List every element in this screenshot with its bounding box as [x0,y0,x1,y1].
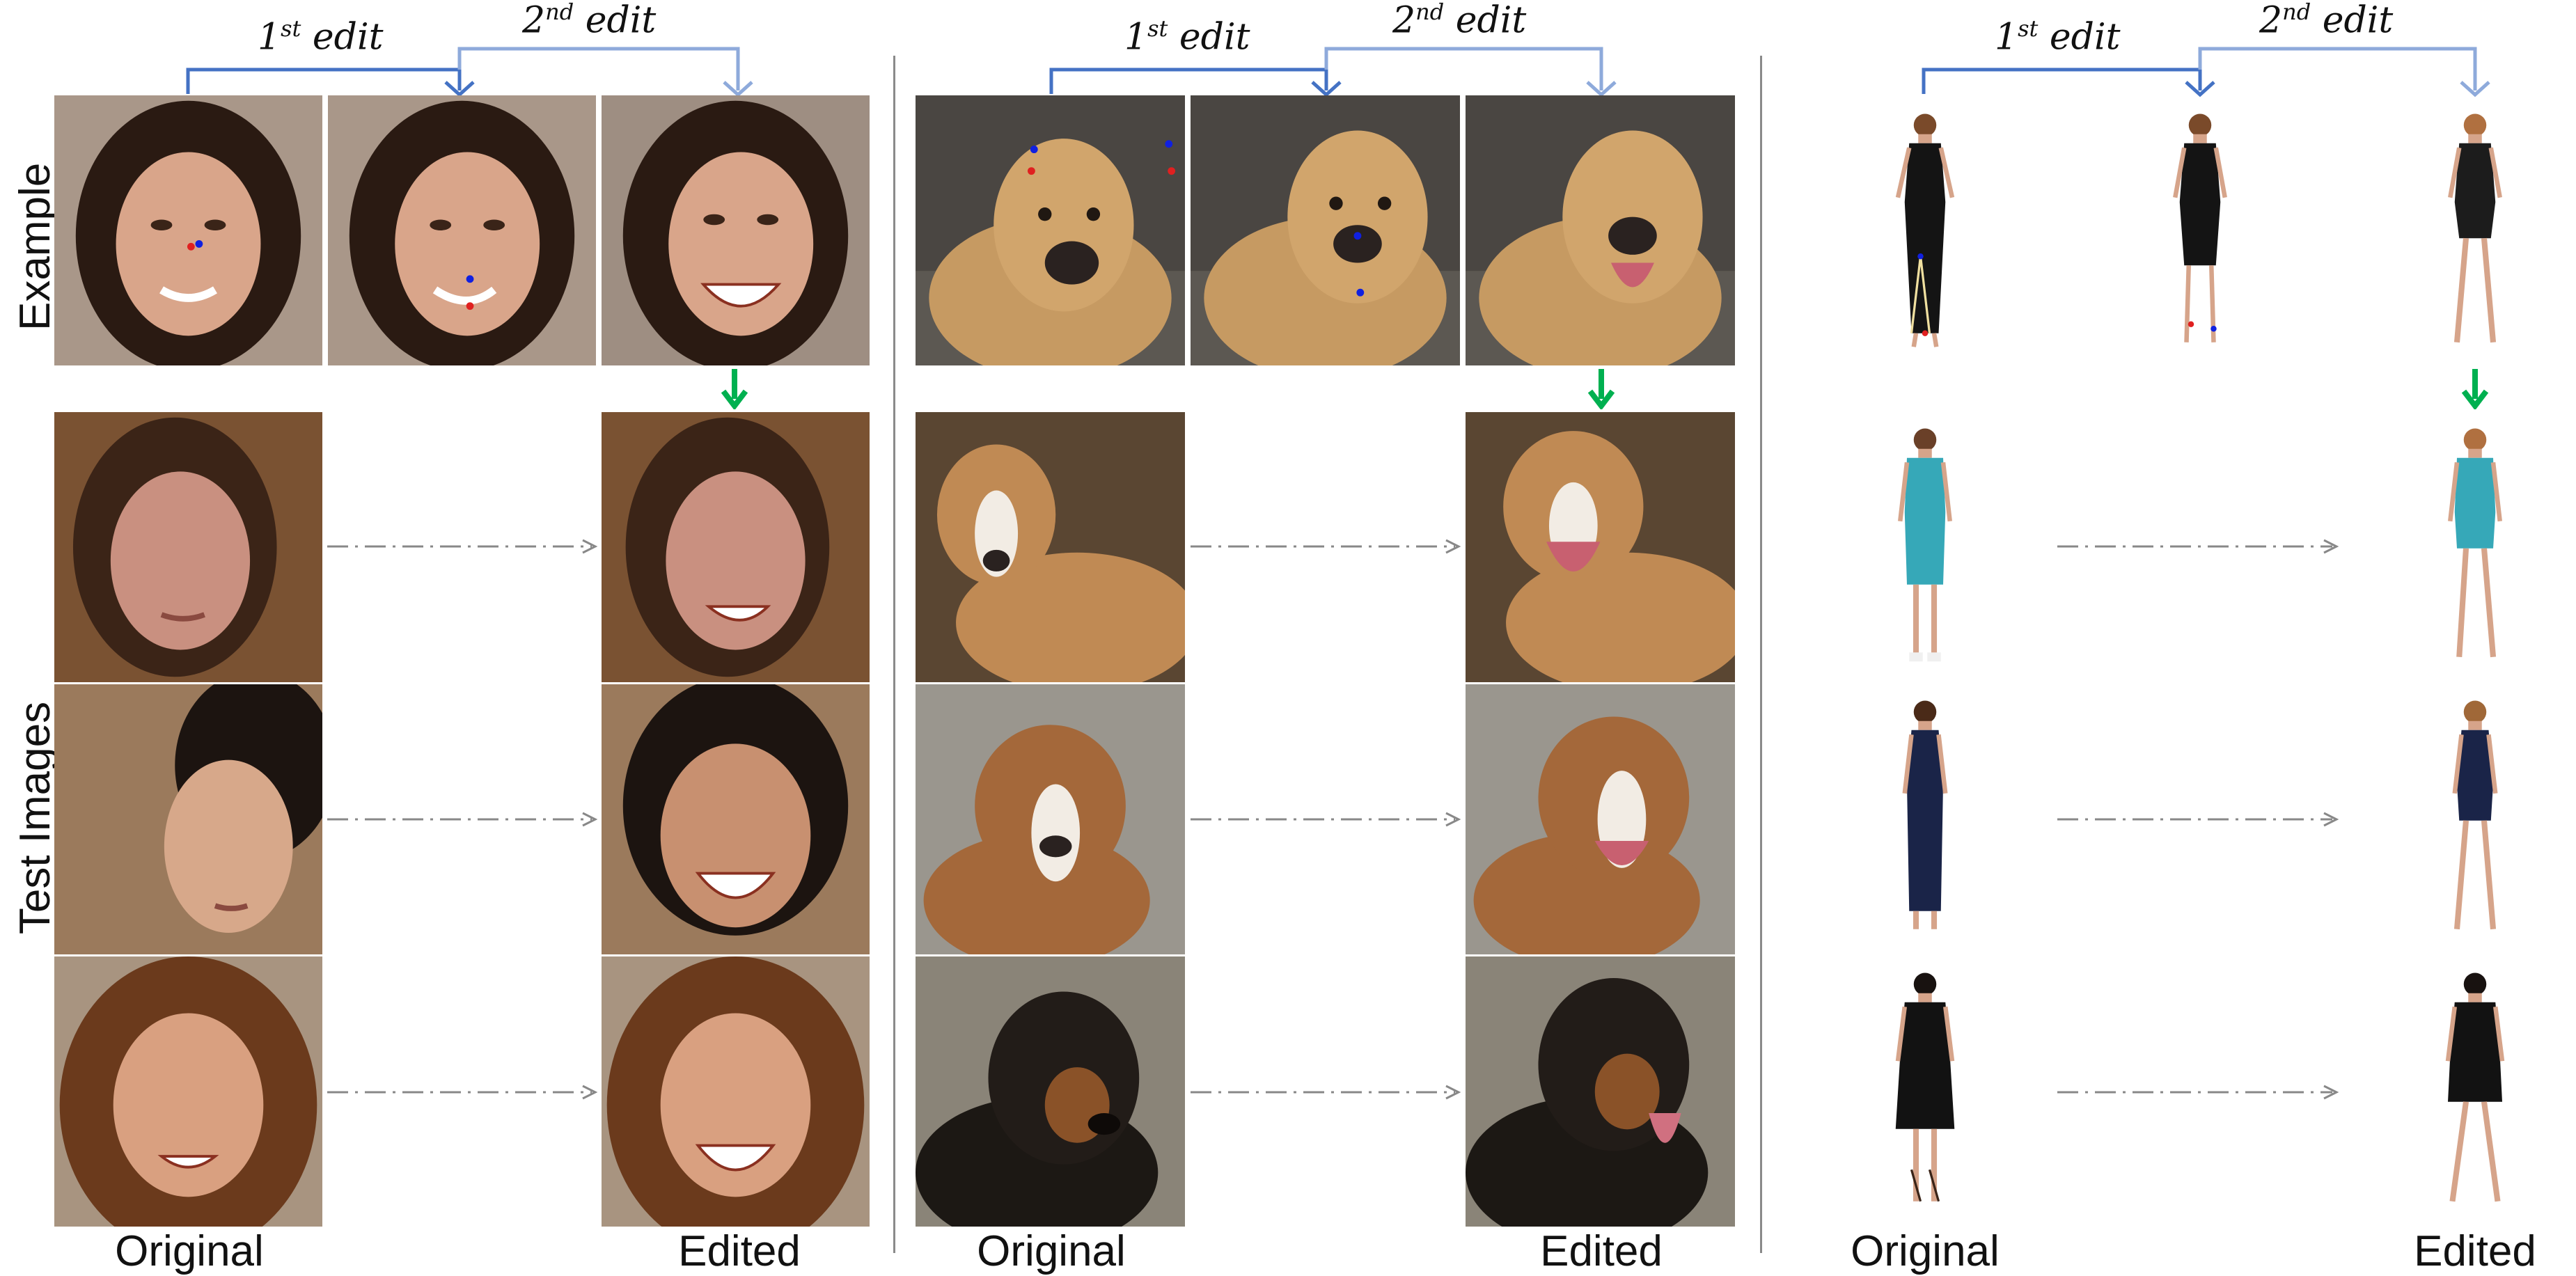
dog-test-3-edited [1466,956,1735,1227]
second-edit-label: 2nd edit [522,0,657,42]
face-test-2-edited [602,684,870,954]
second-edit-bracket [457,47,740,90]
dog-test-2-original [916,684,1185,954]
dashdot-arrow [1191,539,1461,554]
dog-test-1-original [916,412,1185,682]
face-example-first-edit [328,95,596,365]
first-edit-label: 1st edit [1124,15,1250,58]
face-test-1-edited [602,412,870,682]
dog-example-second-edit [1466,95,1735,365]
second-edit-label: 2nd edit [2259,0,2394,42]
edited-column-label: Edited [678,1227,801,1275]
panel-divider-left [893,56,895,1253]
edited-column-label: Edited [2414,1227,2536,1275]
dashdot-arrow [327,539,598,554]
panel-divider-right [1760,56,1762,1253]
dog-example-first-edit [1191,95,1460,365]
dashdot-arrow [1191,812,1461,827]
edit-brackets [186,47,2490,97]
edited-column-label: Edited [1540,1227,1663,1275]
dashdot-arrow [327,812,598,827]
fashion-test-2-edited [2452,700,2498,930]
face-test-1-original [54,412,322,682]
face-test-3-edited [602,956,870,1227]
dashdot-arrow [2057,812,2339,827]
face-example-second-edit [602,95,870,365]
dog-test-2-edited [1466,684,1735,954]
original-column-label: Original [1851,1227,2000,1275]
dog-test-1-edited [1466,412,1735,682]
fashion-test-2-original [1902,700,1948,929]
face-test-2-original [54,684,322,954]
dashdot-arrow [2057,1085,2339,1100]
original-column-label: Original [115,1227,264,1275]
first-edit-label: 1st edit [1995,15,2121,58]
dog-example-original [916,95,1185,365]
dashdot-arrow [327,1085,598,1100]
fashion-example-original [1895,113,1955,347]
face-example-original [54,95,322,365]
fashion-test-1-original [1898,428,1952,662]
original-column-label: Original [977,1227,1126,1275]
example-row-label: Example [11,162,59,331]
green-down-arrow [1587,369,1615,409]
fashion-test-3-original [1895,972,1955,1202]
dashdot-arrow [1191,1085,1461,1100]
green-down-arrow [2461,369,2489,409]
fashion-example-second-edit [2448,113,2502,343]
fashion-test-3-edited [2445,972,2505,1202]
green-down-arrow [721,369,748,409]
first-edit-bracket [186,68,462,94]
fashion-test-1-edited [2448,428,2502,658]
dog-test-3-original [916,956,1185,1227]
face-test-3-original [54,956,322,1227]
second-edit-label: 2nd edit [1392,0,1527,42]
first-edit-label: 1st edit [258,15,384,58]
test-images-row-label: Test Images [11,701,59,935]
dashdot-arrow [2057,539,2339,554]
fashion-example-first-edit [2173,113,2227,342]
